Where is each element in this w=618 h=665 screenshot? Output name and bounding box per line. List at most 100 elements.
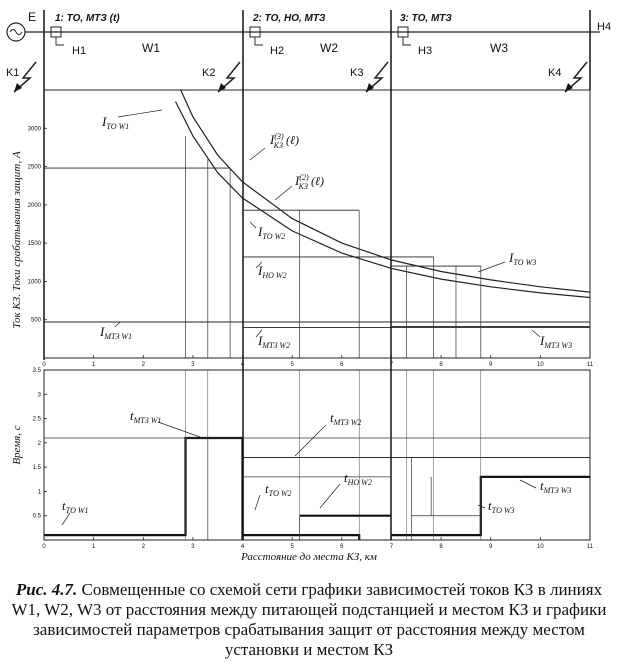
fault-k1: K1	[6, 61, 37, 93]
time-xtick-label: 3	[191, 544, 195, 550]
svg-text:IТО W3: IТО W3	[508, 250, 536, 267]
svg-text:tМТЗ W3: tМТЗ W3	[540, 478, 571, 495]
current-series-0	[180, 90, 590, 293]
svg-text:K3: K3	[350, 67, 363, 79]
time-xtick-label: 7	[390, 544, 394, 550]
time-xtick-label: 2	[142, 544, 146, 550]
time-ytick-label: 3	[38, 392, 42, 398]
svg-text:tНО W2: tНО W2	[344, 470, 372, 487]
current-xtick-label: 4	[241, 362, 245, 368]
time-chart-xlabel: Расстояние до места КЗ, км	[240, 551, 377, 563]
time-ytick-label: 0.5	[33, 514, 42, 520]
time-ytick-label: 2.5	[33, 417, 42, 423]
annotation-t-to-w3: tТО W3	[477, 498, 515, 515]
svg-text:I(3)КЗ (ℓ): I(3) КЗ (ℓ)	[269, 132, 299, 150]
annotation-i-kz2: I(2) КЗ (ℓ)	[274, 173, 324, 201]
time-xtick-label: 9	[489, 544, 493, 550]
annotation-i-mtz-w1: IМТЗ W1	[99, 321, 132, 341]
time-xtick-label: 0	[42, 544, 46, 550]
svg-text:IМТЗ W3: IМТЗ W3	[539, 333, 572, 350]
current-ytick-label: 2000	[28, 203, 42, 209]
annotation-i-to-w3: IТО W3	[477, 250, 536, 273]
time-ytick-label: 3.5	[33, 368, 42, 374]
current-xtick-label: 9	[489, 362, 493, 368]
time-xtick-label: 8	[439, 544, 443, 550]
caption-head: Рис. 4.7.	[15, 580, 78, 599]
node-h1-label: H1	[72, 45, 86, 57]
time-ytick-label: 2	[38, 441, 42, 447]
svg-text:tТО W3: tТО W3	[488, 498, 515, 515]
current-xtick-label: 5	[291, 362, 295, 368]
current-xtick-label: 10	[537, 362, 544, 368]
time-xtick-label: 1	[92, 544, 96, 550]
current-xtick-label: 8	[439, 362, 443, 368]
node-h2-label: H2	[270, 45, 284, 57]
svg-text:I(2)КЗ (ℓ): I(2) КЗ (ℓ)	[294, 173, 324, 191]
annotation-i-no-w2: IНО W2	[255, 261, 287, 280]
svg-text:IТО W2: IТО W2	[257, 224, 285, 241]
svg-text:IТО W1: IТО W1	[101, 114, 129, 131]
protection-1-label: 1: ТО, МТЗ (t)	[55, 13, 120, 24]
annotation-t-mtz-w2: tМТЗ W2	[294, 410, 361, 457]
svg-text:IМТЗ W1: IМТЗ W1	[99, 324, 132, 341]
time-ytick-label: 1.5	[33, 465, 42, 471]
fault-k3: K3	[350, 61, 389, 93]
current-xtick-label: 11	[587, 362, 594, 368]
current-ytick-label: 1000	[28, 279, 42, 285]
current-ytick-label: 2500	[28, 165, 42, 171]
line-w2-label: W2	[320, 41, 338, 55]
current-chart: Ток КЗ. Токи срабатывания защит, А 0 1 2 3 4…	[11, 89, 594, 368]
annotation-t-to-w2: tТО W2	[254, 481, 292, 511]
svg-text:tМТЗ W1: tМТЗ W1	[130, 408, 161, 425]
annotation-i-mtz-w2: IМТЗ W2	[255, 329, 290, 350]
current-xtick-label: 2	[142, 362, 146, 368]
figure-caption: Рис. 4.7. Совмещенные со схемой сети гра…	[0, 580, 618, 660]
annotation-i-kz3: I(3) КЗ (ℓ)	[249, 132, 299, 161]
node-h4-label: H4	[597, 21, 611, 33]
current-ytick-label: 1500	[28, 241, 42, 247]
annotation-t-no-w2: tНО W2	[319, 470, 372, 509]
time-plot-frame	[43, 369, 591, 541]
time-ytick-label: 1	[38, 489, 42, 495]
annotation-i-to-w2: IТО W2	[249, 221, 285, 241]
current-xtick-label: 1	[92, 362, 96, 368]
current-xtick-label: 7	[390, 362, 394, 368]
svg-text:tМТЗ W2: tМТЗ W2	[330, 410, 361, 427]
line-w3-label: W3	[490, 41, 508, 55]
svg-text:K1: K1	[6, 67, 19, 79]
annotation-t-mtz-w1: tМТЗ W1	[130, 408, 201, 438]
svg-text:IМТЗ W2: IМТЗ W2	[257, 333, 290, 350]
current-plot-frame	[43, 89, 591, 359]
current-xtick-label: 6	[340, 362, 344, 368]
svg-text:IНО W2: IНО W2	[257, 263, 287, 280]
time-chart: Время, с 0 1 2 3 4 5 6 7 8 9 10 11 0.5 1 1.5 2 2.5 3 3.5 Р…	[11, 368, 594, 563]
current-chart-ylabel: Ток КЗ. Токи срабатывания защит, А	[11, 151, 23, 329]
time-xtick-label: 4	[241, 544, 245, 550]
current-xtick-label: 3	[191, 362, 195, 368]
svg-text:K2: K2	[202, 67, 215, 79]
annotation-i-mtz-w3: IМТЗ W3	[531, 329, 572, 350]
time-xtick-label: 6	[340, 544, 344, 550]
fault-k2: K2	[202, 61, 241, 93]
line-w1-label: W1	[142, 41, 160, 55]
time-series-0	[44, 436, 244, 540]
time-xtick-label: 10	[537, 544, 544, 550]
current-ytick-label: 3000	[28, 126, 42, 132]
current-ytick-label: 500	[31, 318, 42, 324]
current-series-1	[174, 101, 590, 299]
annotation-t-to-w1: tТО W1	[61, 498, 89, 526]
current-xtick-label: 0	[42, 362, 46, 368]
svg-text:tТО W2: tТО W2	[265, 481, 292, 498]
time-chart-ylabel: Время, с	[11, 425, 23, 464]
node-h3-label: H3	[418, 45, 432, 57]
caption-text: Совмещенные со схемой сети графики завис…	[11, 580, 607, 659]
annotation-i-to-w1: IТО W1	[101, 109, 163, 131]
source-label: E	[28, 10, 36, 24]
sine-icon	[9, 29, 23, 35]
annotation-t-mtz-w3: tМТЗ W3	[519, 478, 571, 495]
svg-text:K4: K4	[548, 67, 561, 79]
fault-k4: K4	[548, 61, 588, 93]
protection-3-label: 3: ТО, МТЗ	[400, 13, 452, 24]
time-xtick-label: 11	[587, 544, 594, 550]
